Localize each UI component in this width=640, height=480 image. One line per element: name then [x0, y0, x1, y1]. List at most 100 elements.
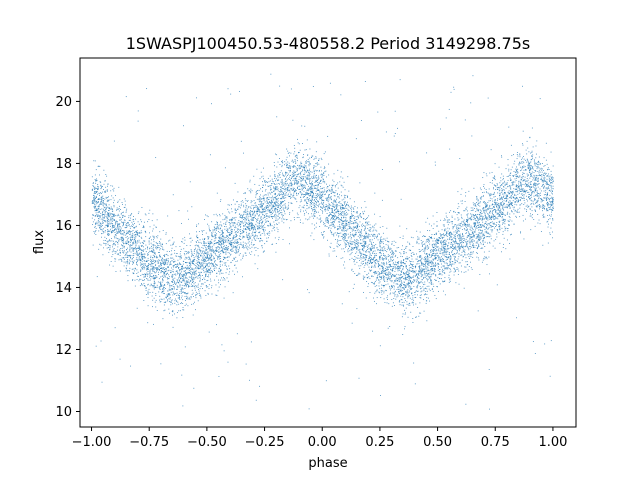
data-point: [249, 224, 251, 226]
data-point: [430, 237, 432, 239]
data-point: [349, 259, 351, 261]
data-point: [220, 249, 222, 251]
data-point: [534, 163, 536, 165]
data-point: [443, 261, 445, 263]
data-point: [234, 225, 236, 227]
data-point: [207, 223, 209, 225]
data-point: [309, 182, 310, 184]
data-point: [236, 201, 238, 203]
data-point: [370, 250, 372, 251]
data-point: [177, 264, 179, 266]
data-point: [260, 171, 262, 173]
data-point: [120, 231, 122, 233]
data-point: [344, 267, 346, 269]
data-point: [308, 207, 310, 209]
data-point: [311, 215, 313, 217]
data-point: [215, 253, 217, 255]
data-point: [343, 222, 345, 224]
data-point: [233, 217, 235, 219]
data-point: [418, 243, 420, 245]
data-point: [193, 263, 194, 264]
data-point: [363, 238, 364, 240]
data-point: [163, 271, 165, 273]
data-point: [355, 232, 357, 233]
data-point: [183, 279, 185, 280]
data-point: [98, 192, 100, 194]
data-point: [484, 187, 486, 189]
data-point: [246, 208, 248, 210]
data-point: [366, 281, 368, 282]
data-point: [170, 285, 172, 287]
data-point: [494, 195, 496, 197]
data-point: [479, 187, 481, 189]
data-point: [470, 246, 472, 248]
data-point: [147, 290, 149, 292]
data-point: [472, 232, 474, 234]
data-point: [316, 179, 318, 181]
data-point: [393, 293, 395, 295]
data-point: [105, 224, 107, 226]
data-point: [231, 220, 233, 222]
data-point: [101, 220, 103, 222]
data-point: [466, 223, 468, 225]
data-point: [550, 178, 552, 180]
data-point: [332, 202, 334, 204]
data-point: [276, 219, 278, 221]
data-point: [225, 216, 227, 218]
data-point: [144, 273, 146, 275]
data-point: [349, 240, 351, 242]
data-point: [132, 273, 134, 275]
data-point: [443, 239, 445, 241]
data-point: [547, 184, 548, 185]
data-point: [440, 242, 442, 244]
data-point: [210, 253, 212, 255]
data-point: [476, 253, 478, 254]
data-point: [188, 279, 190, 281]
data-point: [97, 209, 99, 211]
data-point: [496, 203, 498, 205]
data-point: [228, 240, 230, 242]
data-point: [542, 180, 544, 182]
data-point: [520, 184, 522, 186]
data-point: [137, 234, 139, 236]
data-point: [549, 175, 551, 177]
data-point: [182, 309, 184, 311]
data-point: [465, 238, 467, 240]
data-point: [210, 252, 212, 254]
data-point: [398, 274, 400, 276]
data-point: [536, 168, 538, 170]
data-point: [111, 227, 113, 229]
data-point: [275, 251, 277, 253]
data-point: [420, 297, 422, 299]
data-point: [107, 231, 109, 233]
data-point: [335, 190, 337, 192]
data-point: [492, 200, 494, 202]
data-point: [142, 267, 144, 268]
data-point: [528, 205, 530, 207]
data-point: [250, 206, 252, 208]
data-point: [248, 246, 250, 248]
data-point: [208, 253, 210, 255]
data-point: [451, 234, 453, 236]
data-point: [525, 218, 526, 220]
data-point: [526, 173, 528, 175]
data-point: [97, 214, 99, 216]
data-point: [487, 201, 489, 203]
data-point: [445, 117, 447, 119]
data-point: [240, 226, 241, 228]
data-point: [293, 175, 295, 177]
data-point: [304, 166, 306, 168]
data-point: [153, 250, 155, 252]
data-point: [469, 253, 471, 255]
data-point: [448, 281, 450, 283]
data-point: [444, 268, 446, 270]
data-point: [130, 257, 132, 258]
data-point: [274, 178, 276, 179]
data-point: [421, 271, 423, 273]
data-point: [165, 232, 167, 234]
data-point: [179, 284, 181, 286]
data-point: [458, 262, 460, 264]
data-point: [448, 222, 450, 224]
data-point: [337, 187, 339, 189]
data-point: [204, 290, 206, 292]
